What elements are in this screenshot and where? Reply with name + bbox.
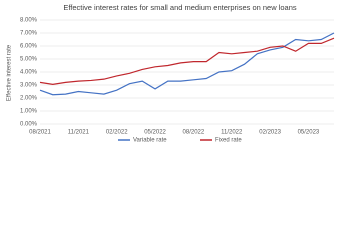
y-tick-label: 0.00% [20, 122, 38, 128]
y-tick-label: 7.00% [20, 31, 38, 37]
legend-label: Variable rate [133, 138, 167, 144]
y-tick-label: 2.00% [20, 96, 38, 102]
y-tick-label: 6.00% [20, 44, 38, 50]
x-tick-label: 11/2022 [221, 130, 243, 136]
chart-title: Effective interest rates for small and m… [63, 3, 297, 12]
chart: Effective interest rates for small and m… [7, 3, 335, 144]
legend-label: Fixed rate [215, 138, 242, 144]
x-tick-label: 11/2021 [68, 130, 90, 136]
y-tick-label: 5.00% [20, 57, 38, 63]
y-tick-label: 8.00% [20, 18, 38, 24]
x-tick-label: 05/2022 [144, 130, 166, 136]
line-series [39, 32, 335, 96]
y-tick-label: 3.00% [20, 83, 38, 89]
x-tick-label: 02/2022 [106, 130, 128, 136]
y-axis-label: Effective interest rate [7, 44, 13, 101]
line-series [39, 37, 335, 85]
y-tick-label: 4.00% [20, 70, 38, 76]
x-tick-label: 02/2023 [259, 130, 281, 136]
x-tick-label: 08/2022 [183, 130, 205, 136]
x-tick-label: 05/2023 [298, 130, 320, 136]
y-tick-label: 1.00% [20, 109, 38, 115]
x-tick-label: 08/2021 [29, 130, 51, 136]
